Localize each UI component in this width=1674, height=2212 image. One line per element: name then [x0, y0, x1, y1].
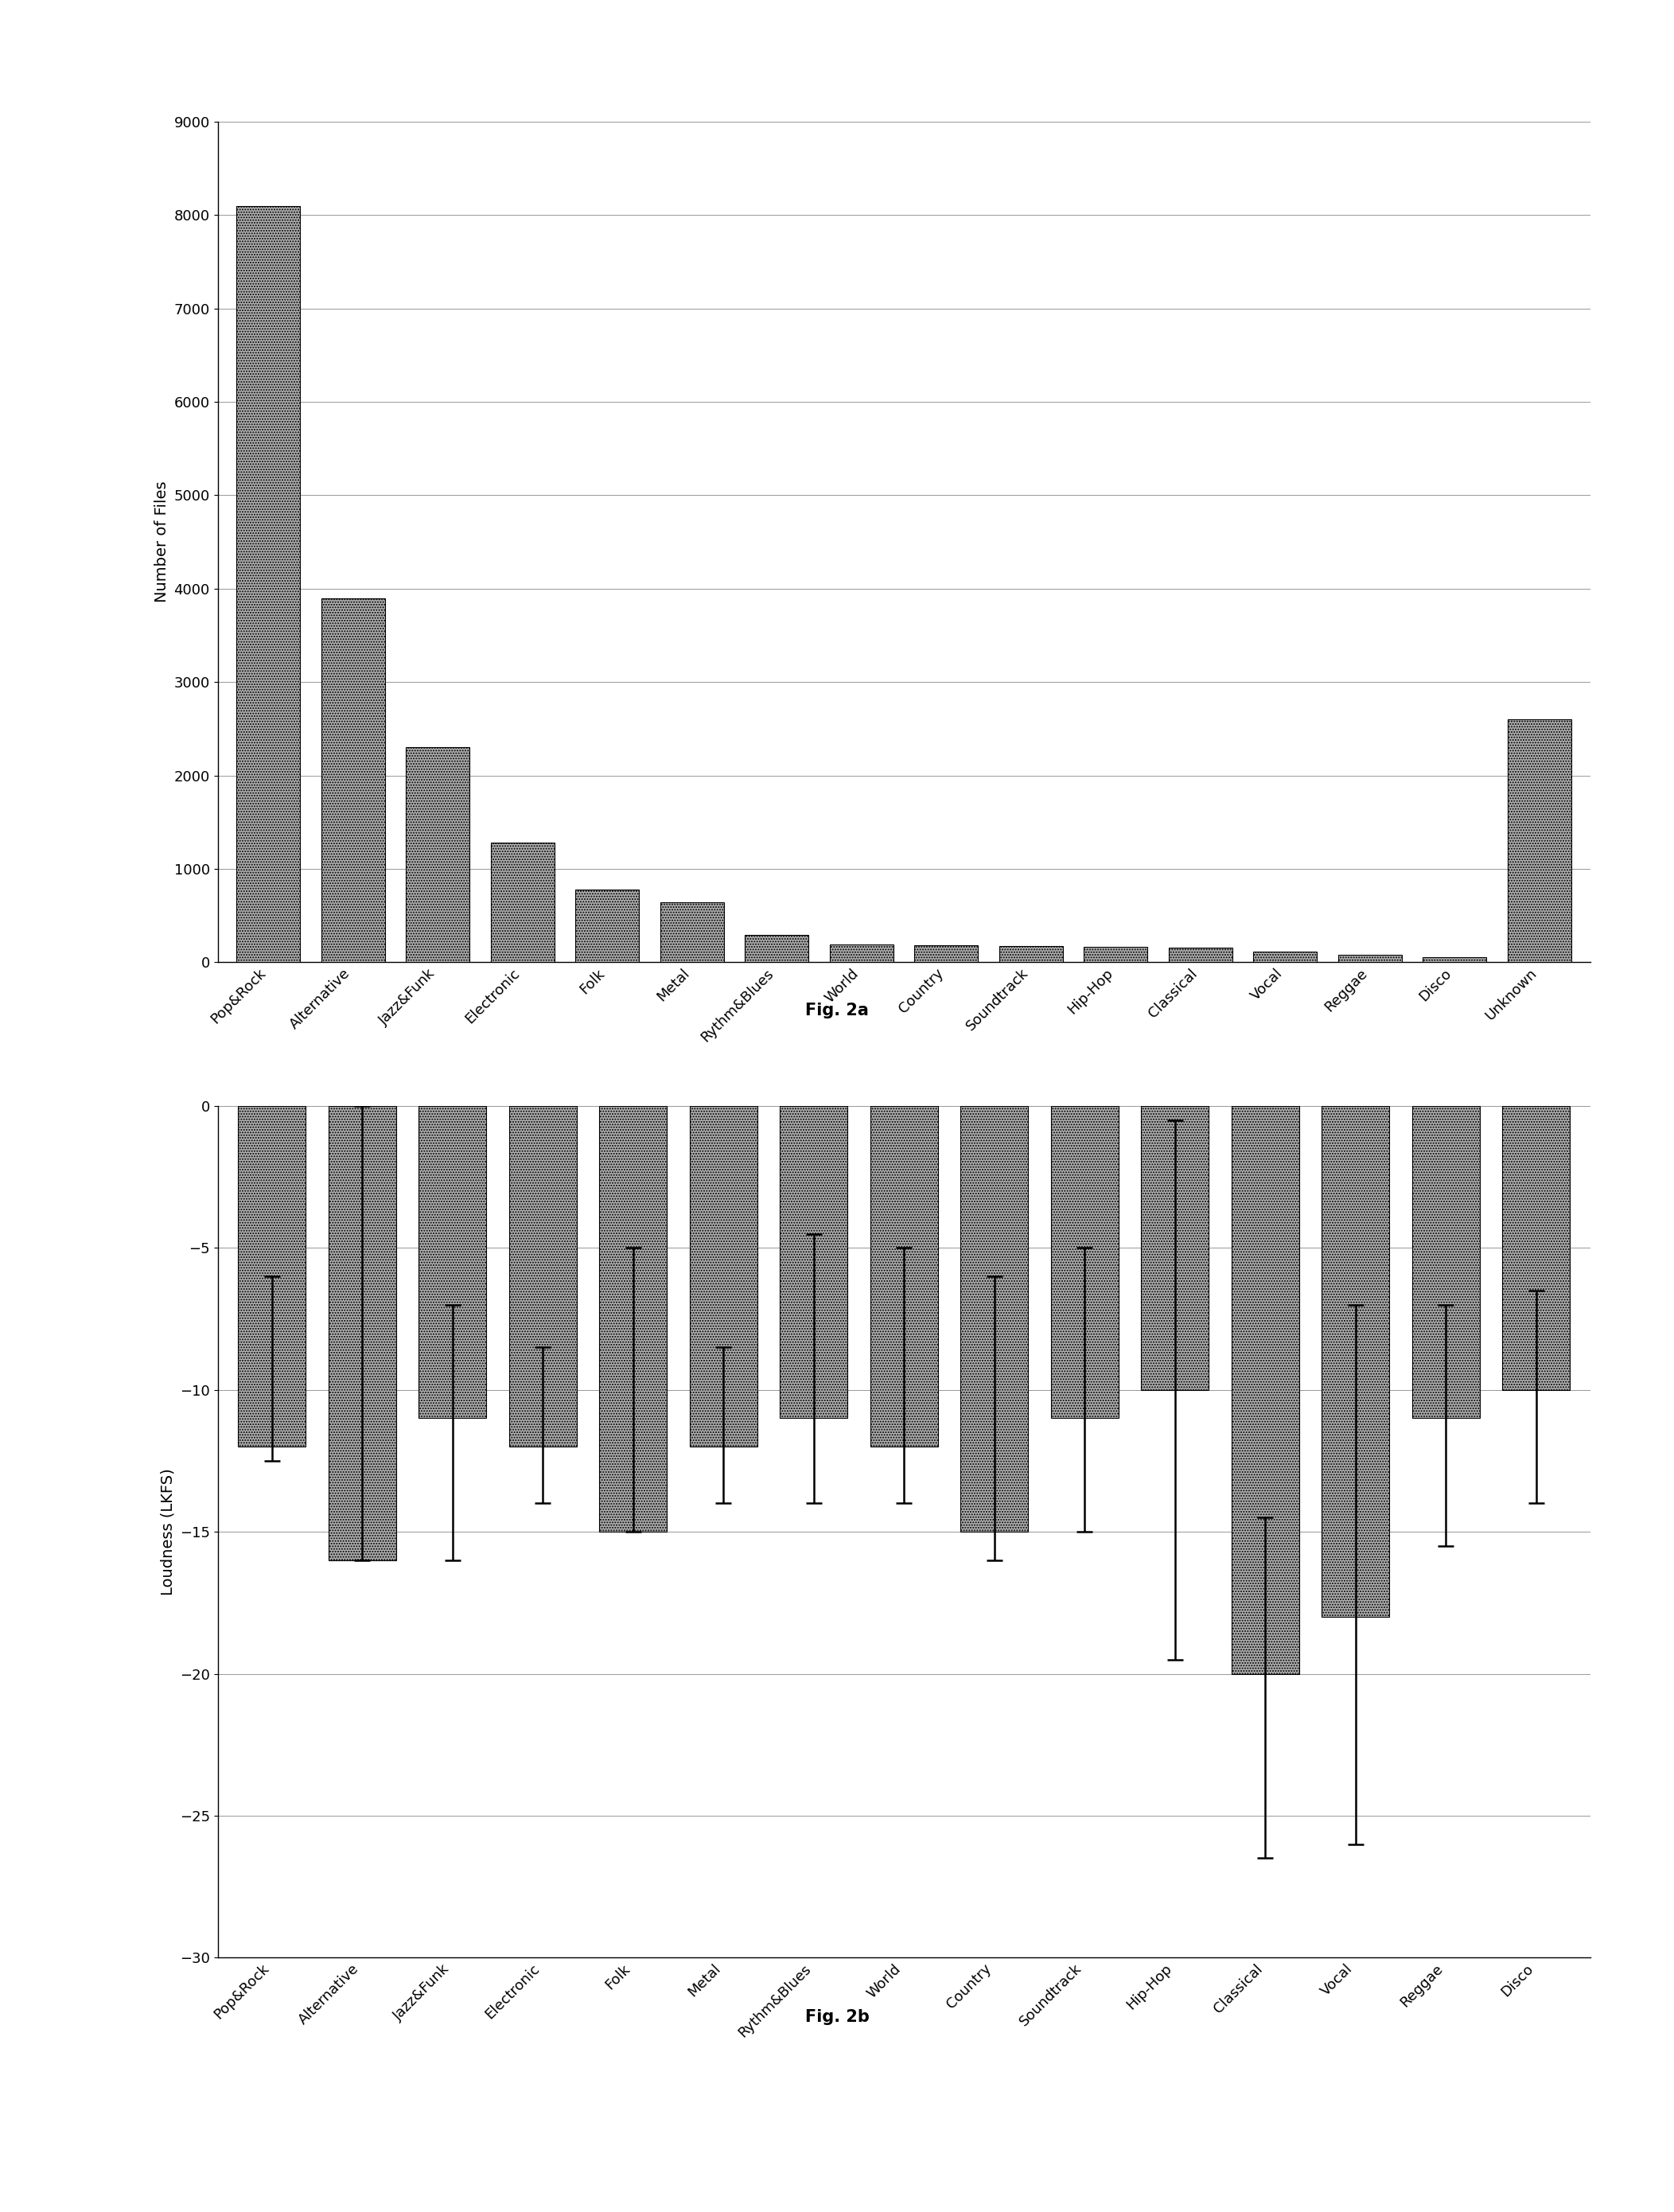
Bar	[870, 1106, 937, 1447]
Bar	[1051, 1106, 1118, 1418]
Bar	[1338, 956, 1401, 962]
Bar	[1085, 947, 1148, 962]
Bar	[509, 1106, 576, 1447]
Bar	[1423, 958, 1487, 962]
Bar	[599, 1106, 666, 1531]
Bar	[328, 1106, 397, 1559]
Bar	[1502, 1106, 1570, 1389]
Text: Fig. 2a: Fig. 2a	[805, 1002, 869, 1020]
Y-axis label: Loudness (LKFS): Loudness (LKFS)	[161, 1469, 176, 1595]
Bar	[961, 1106, 1028, 1531]
Bar	[1168, 947, 1232, 962]
Bar	[1142, 1106, 1209, 1389]
Bar	[321, 597, 385, 962]
Bar	[1254, 951, 1317, 962]
Y-axis label: Number of Files: Number of Files	[154, 482, 169, 602]
Bar	[690, 1106, 757, 1447]
Bar	[660, 902, 723, 962]
Bar	[830, 945, 894, 962]
Bar	[238, 1106, 306, 1447]
Bar	[576, 889, 639, 962]
Bar	[914, 945, 978, 962]
Bar	[418, 1106, 485, 1418]
Bar	[236, 206, 300, 962]
Bar	[1232, 1106, 1299, 1674]
Bar	[490, 843, 554, 962]
Bar	[407, 748, 470, 962]
Bar	[999, 947, 1063, 962]
Bar	[1322, 1106, 1389, 1617]
Text: Fig. 2b: Fig. 2b	[805, 2008, 869, 2026]
Bar	[780, 1106, 847, 1418]
Bar	[1411, 1106, 1480, 1418]
Bar	[1508, 719, 1572, 962]
Bar	[745, 936, 809, 962]
